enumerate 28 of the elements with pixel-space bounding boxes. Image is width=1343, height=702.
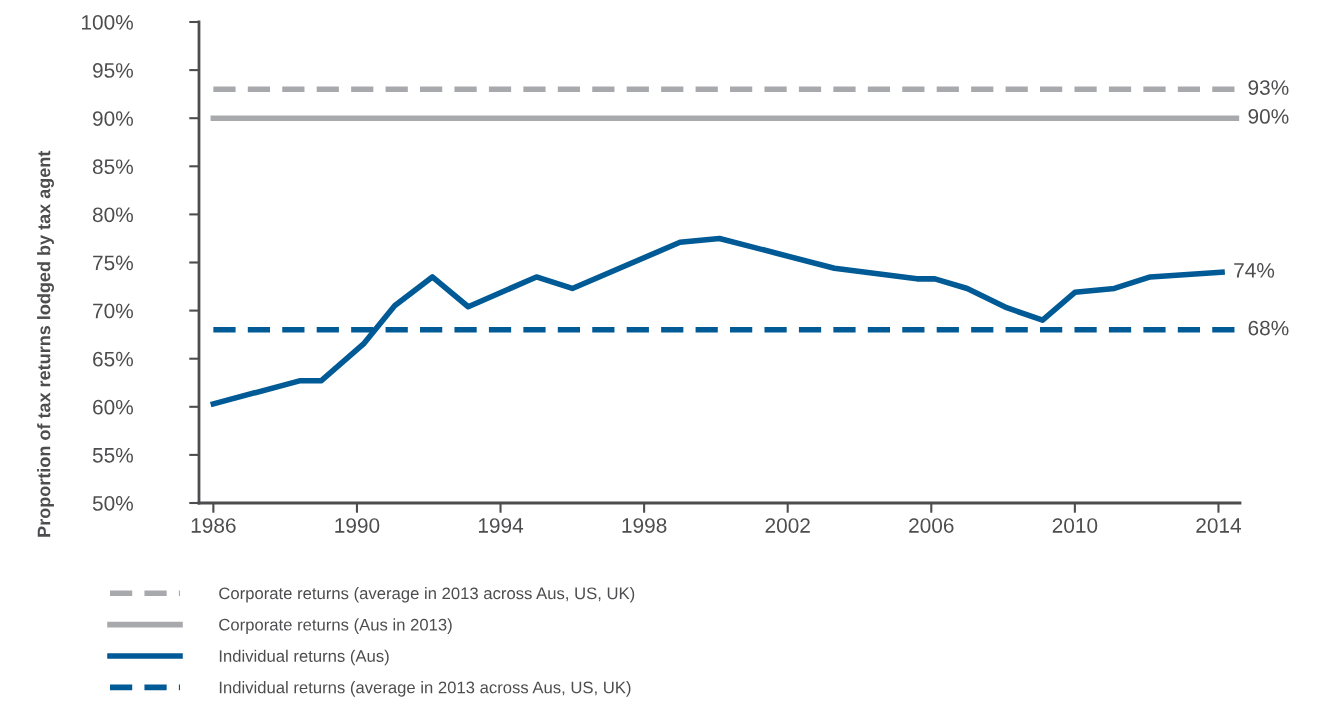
y-tick-label: 95% — [93, 63, 133, 78]
y-tick-label: 70% — [93, 303, 133, 319]
x-tick-label: 1990 — [335, 518, 380, 533]
data-label: 68% — [1248, 320, 1289, 336]
data-label: 93% — [1248, 80, 1289, 95]
data-label: 90% — [1248, 109, 1289, 124]
y-tick-label: 60% — [93, 399, 133, 415]
legend-label: Individual returns (Aus) — [219, 649, 389, 666]
y-tick-label: 55% — [92, 447, 133, 463]
y-tick-label: 65% — [93, 351, 133, 367]
y-tick-label: 100% — [82, 15, 133, 30]
x-tick-label: 1994 — [478, 518, 524, 533]
y-tick-label: 90% — [93, 111, 133, 126]
x-tick-label: 2010 — [1052, 518, 1098, 533]
y-tick-label: 50% — [92, 496, 133, 511]
x-tick-label: 2014 — [1196, 518, 1242, 533]
legend-label: Corporate returns (average in 2013 across Aus, US, UK) — [219, 587, 635, 603]
data-label: 74% — [1234, 263, 1275, 278]
legend-label: Corporate returns (Aus in 2013) — [219, 618, 452, 634]
y-tick-label: 80% — [92, 207, 133, 223]
x-tick-label: 1986 — [191, 518, 236, 533]
y-tick-label: 75% — [93, 255, 133, 271]
y-tick-label: 85% — [92, 159, 133, 175]
x-tick-label: 2006 — [909, 518, 954, 533]
y-axis-title: Proportion of tax returns lodged by tax agent — [37, 150, 54, 537]
x-tick-label: 2002 — [765, 518, 810, 533]
legend-label: Individual returns (average in 2013 across Aus, US, UK) — [219, 681, 631, 697]
x-tick-label: 1998 — [622, 518, 667, 533]
